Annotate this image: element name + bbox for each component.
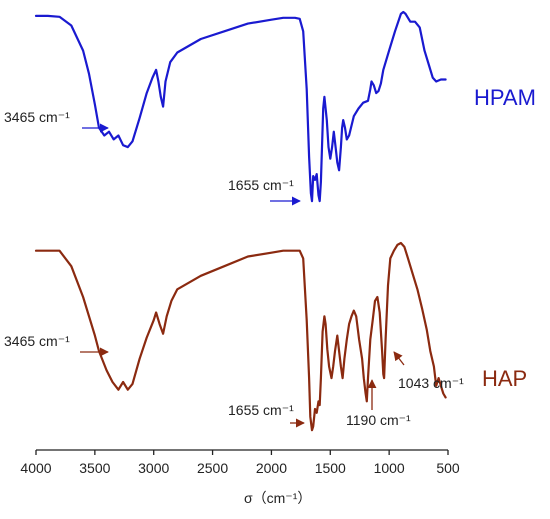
- series-label-hap: HAP: [482, 366, 527, 391]
- annotation-layer: 3465 cm⁻¹ 1655 cm⁻¹ 3465 cm⁻¹ 1655 cm⁻¹ 1190…: [4, 109, 464, 428]
- x-tick-label-2000: 2000: [256, 460, 287, 476]
- x-tick-label-2500: 2500: [197, 460, 228, 476]
- annotation-hpam-3465: 3465 cm⁻¹: [4, 109, 70, 125]
- x-axis-label: σ（cm⁻¹）: [244, 490, 311, 506]
- x-tick-label-500: 500: [436, 460, 460, 476]
- series-line-hpam: [34, 10, 447, 203]
- x-tick-label-1500: 1500: [315, 460, 346, 476]
- x-tick-label-3500: 3500: [79, 460, 110, 476]
- annotation-hpam-1655: 1655 cm⁻¹: [228, 177, 294, 193]
- x-tick-label-4000: 4000: [20, 460, 51, 476]
- annotation-hap-1190: 1190 cm⁻¹: [346, 412, 411, 428]
- x-tick-label-3000: 3000: [138, 460, 169, 476]
- x-axis-ticks: 4000 3500 3000 2500 2000 1500 1000 500: [20, 450, 460, 476]
- annotation-hap-1043: 1043 cm⁻¹: [398, 375, 464, 391]
- series-line-hap: [34, 241, 447, 432]
- series-label-hpam: HPAM: [474, 85, 536, 110]
- annotation-arrow-hap-1043: [393, 351, 405, 366]
- annotation-hap-1655: 1655 cm⁻¹: [228, 402, 294, 418]
- x-tick-label-1000: 1000: [374, 460, 405, 476]
- series-layer: [34, 10, 447, 432]
- annotation-hap-3465: 3465 cm⁻¹: [4, 333, 70, 349]
